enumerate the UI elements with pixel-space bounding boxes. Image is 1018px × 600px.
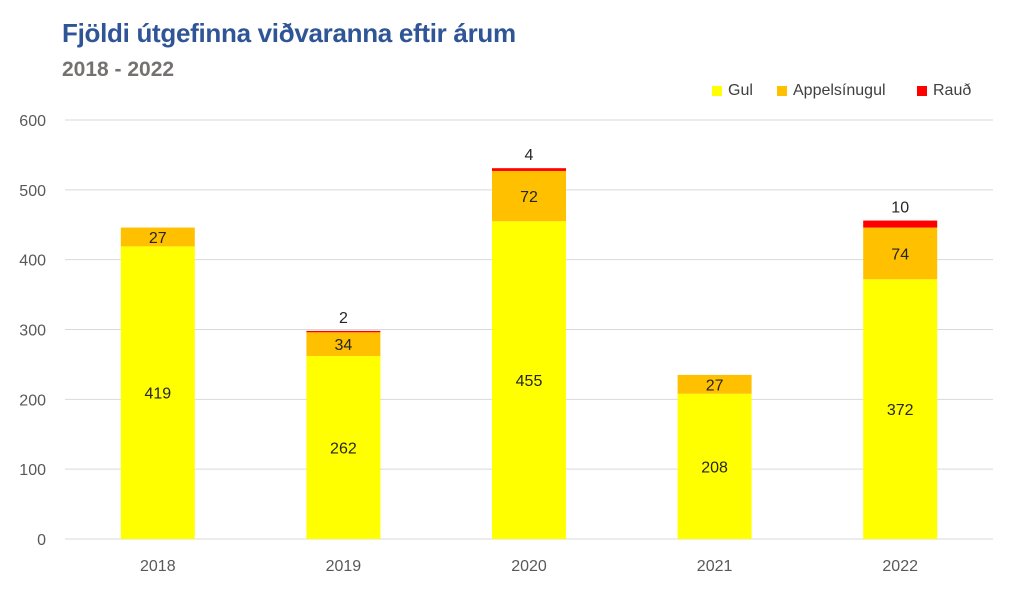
legend-swatch-raud — [917, 86, 927, 96]
bar-segment-appelsínugul — [863, 227, 938, 280]
legend-item-gul: Gul — [712, 82, 753, 100]
legend-swatch-gul — [712, 86, 722, 96]
data-label: 455 — [516, 373, 543, 390]
data-label: 72 — [520, 189, 538, 206]
data-label: 27 — [706, 377, 724, 394]
bar-segment-appelsínugul — [492, 170, 566, 222]
x-tick-label: 2021 — [697, 558, 733, 575]
x-tick-label: 2019 — [326, 558, 362, 575]
y-tick-label: 400 — [19, 253, 46, 270]
data-label: 10 — [891, 200, 909, 217]
y-tick-label: 500 — [19, 183, 46, 200]
y-tick-label: 300 — [19, 323, 46, 340]
legend-item-appelsinugul: Appelsínugul — [777, 82, 886, 100]
x-tick-label: 2020 — [511, 558, 547, 575]
data-label: 262 — [330, 441, 357, 458]
bar-segment-appelsínugul — [306, 332, 381, 357]
bar-segment-gul — [492, 221, 566, 539]
x-tick-label: 2022 — [882, 558, 918, 575]
y-tick-label: 0 — [37, 532, 46, 549]
legend-swatch-appelsinugul — [777, 86, 787, 96]
bar-segment-rauð — [863, 220, 938, 228]
bar-segment-gul — [120, 246, 195, 540]
y-tick-label: 600 — [19, 113, 46, 130]
bar-segment-appelsínugul — [120, 227, 195, 247]
chart-title: Fjöldi útgefinna viðvaranna eftir árum — [62, 18, 516, 48]
chart-subtitle: 2018 - 2022 — [62, 58, 175, 81]
bar-segment-rauð — [492, 168, 566, 171]
y-tick-label: 200 — [19, 392, 46, 409]
legend-label: Rauð — [933, 82, 972, 99]
legend-label: Gul — [728, 82, 753, 99]
y-tick-label: 100 — [19, 462, 46, 479]
legend-label: Appelsínugul — [793, 82, 886, 99]
bar-segment-rauð — [306, 330, 381, 333]
data-label: 34 — [335, 337, 353, 354]
data-label: 27 — [149, 230, 167, 247]
data-label: 372 — [887, 402, 914, 419]
data-label: 74 — [891, 246, 909, 263]
data-label: 208 — [701, 459, 728, 476]
data-label: 2 — [339, 310, 348, 327]
bar-segment-gul — [863, 279, 938, 539]
legend-item-raud: Rauð — [917, 82, 971, 100]
bar-segment-gul — [306, 356, 381, 539]
bar-segment-appelsínugul — [677, 374, 752, 394]
data-label: 4 — [525, 147, 534, 164]
data-label: 419 — [144, 386, 171, 403]
bar-segment-gul — [677, 393, 752, 539]
x-tick-label: 2018 — [140, 558, 176, 575]
